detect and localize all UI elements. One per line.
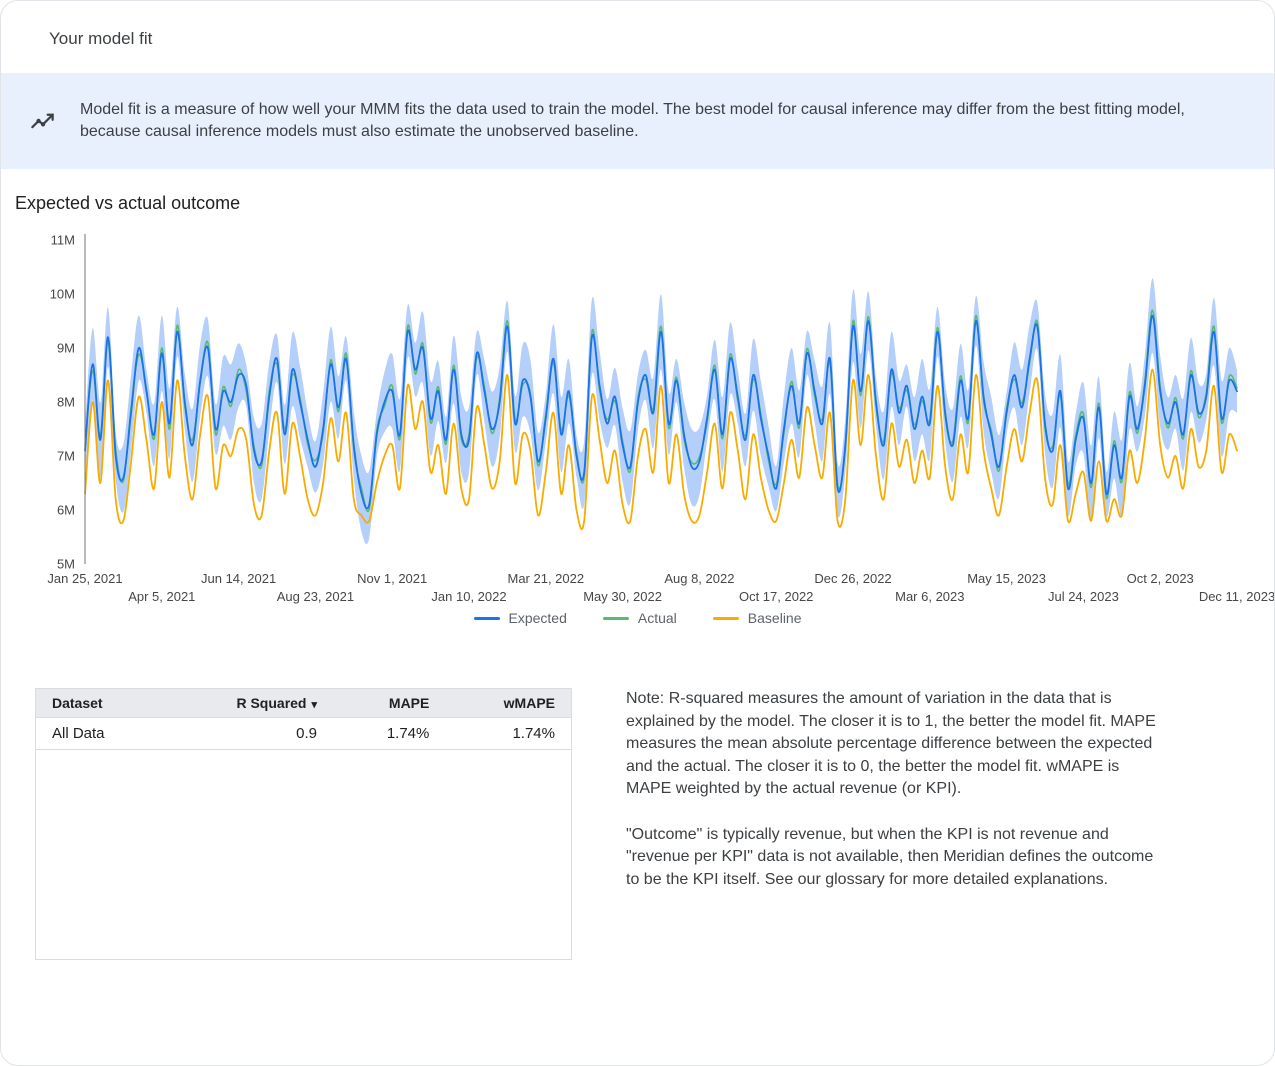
y-axis-tick-label: 5M [57, 557, 75, 572]
x-axis-tick-label: Jan 25, 2021 [47, 571, 122, 586]
x-axis-tick-label: Dec 26, 2022 [814, 571, 891, 586]
baseline-line-swatch [712, 616, 739, 620]
table-row: All Data 0.9 1.74% 1.74% [36, 717, 571, 750]
x-axis-tick-label: May 30, 2022 [583, 589, 662, 604]
actual-line-swatch [602, 616, 629, 620]
x-axis-tick-label: Apr 5, 2021 [128, 589, 195, 604]
x-axis-tick-label: Oct 2, 2023 [1127, 571, 1194, 586]
col-header-rsquared-label: R Squared [236, 695, 307, 711]
col-header-wmape[interactable]: wMAPE [445, 689, 571, 718]
note-paragraph-1: Note: R-squared measures the amount of v… [626, 690, 1156, 797]
y-axis-tick-label: 8M [57, 395, 75, 410]
cell-dataset: All Data [36, 717, 164, 750]
info-banner: Model fit is a measure of how well your … [1, 73, 1274, 169]
note-paragraph-2: "Outcome" is typically revenue, but when… [626, 825, 1154, 888]
x-axis-tick-label: Oct 17, 2022 [739, 589, 813, 604]
legend-item-expected: Expected [473, 610, 567, 626]
x-axis-tick-label: Jan 10, 2022 [431, 589, 506, 604]
x-axis-tick-label: Jun 14, 2021 [201, 571, 276, 586]
confidence-band [85, 278, 1237, 545]
col-header-dataset[interactable]: Dataset [36, 689, 164, 718]
x-axis-tick-label: Aug 8, 2022 [664, 571, 734, 586]
expected-line-swatch [473, 616, 500, 620]
model-fit-trend-icon [28, 107, 56, 135]
card-header: Your model fit [1, 1, 1274, 73]
metrics-table: Dataset R Squared ▾ MAPE wMAPE All Data 0… [35, 688, 572, 960]
bottom-row: Dataset R Squared ▾ MAPE wMAPE All Data 0… [35, 688, 1240, 960]
legend-label-baseline: Baseline [747, 610, 802, 626]
chart-legend: Expected Actual Baseline [15, 610, 1260, 626]
x-axis-tick-label: May 15, 2023 [967, 571, 1046, 586]
content-area: Expected vs actual outcome 5M 6M 7M 8M 9M 10M… [1, 169, 1274, 960]
expected-line [84, 314, 1238, 510]
cell-wmape: 1.74% [445, 717, 571, 750]
table-header-row: Dataset R Squared ▾ MAPE wMAPE [36, 689, 571, 718]
y-axis-tick-label: 6M [57, 503, 75, 518]
legend-label-expected: Expected [508, 610, 567, 626]
y-axis-tick-label: 9M [57, 341, 75, 356]
x-axis-tick-label: Aug 23, 2021 [277, 589, 354, 604]
x-axis-tick-label: Jul 24, 2023 [1048, 589, 1119, 604]
legend-label-actual: Actual [637, 610, 677, 626]
cell-mape: 1.74% [333, 717, 446, 750]
x-axis-tick-label: Nov 1, 2021 [357, 571, 427, 586]
note-text: Note: R-squared measures the amount of v… [626, 688, 1166, 914]
col-header-mape[interactable]: MAPE [333, 689, 446, 718]
legend-item-baseline: Baseline [712, 610, 802, 626]
legend-item-actual: Actual [602, 610, 677, 626]
cell-rsquared: 0.9 [163, 717, 334, 750]
x-axis-tick-label: Mar 6, 2023 [895, 589, 964, 604]
y-axis-tick-label: 7M [57, 449, 75, 464]
sort-caret-icon[interactable]: ▾ [311, 699, 318, 711]
col-header-rsquared[interactable]: R Squared ▾ [163, 689, 334, 718]
x-axis-tick-label: Dec 11, 2023 [1199, 589, 1275, 604]
baseline-line [84, 368, 1238, 530]
y-axis-tick-label: 10M [50, 287, 75, 302]
page-title: Your model fit [49, 29, 153, 48]
model-fit-chart[interactable]: 5M 6M 7M 8M 9M 10M 11M Jan 25, 2021 Apr 5, 2021 J… [15, 226, 1275, 606]
section-title: Expected vs actual outcome [15, 193, 241, 213]
banner-text: Model fit is a measure of how well your … [80, 101, 1185, 140]
y-axis-tick-label: 11M [51, 233, 75, 248]
x-axis-tick-label: Mar 21, 2022 [507, 571, 584, 586]
